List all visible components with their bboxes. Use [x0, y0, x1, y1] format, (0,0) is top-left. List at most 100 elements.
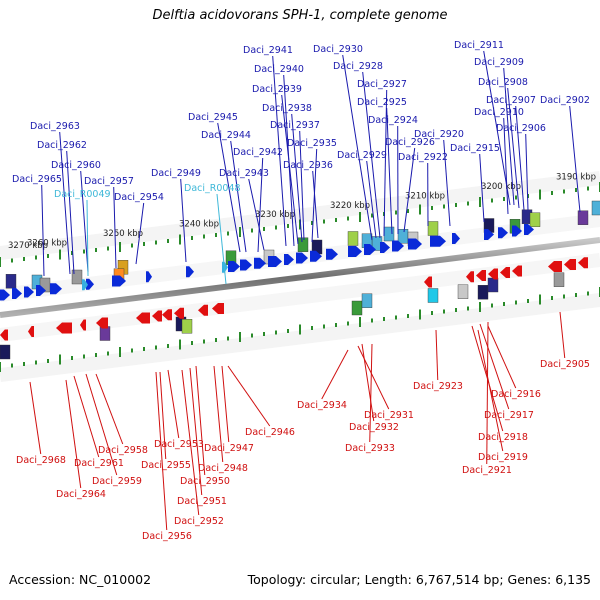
accession-text: Accession: NC_010002: [9, 572, 152, 587]
reverse-gene-label: Daci_2955: [141, 460, 191, 471]
feature-box: [591, 200, 600, 216]
reverse-gene-label: Daci_2932: [349, 422, 399, 433]
forward-gene-arrow: [348, 246, 362, 257]
reverse-label-leader: [167, 369, 180, 439]
reverse-gene-label: Daci_2952: [174, 516, 224, 527]
reverse-gene-label: Daci_2905: [540, 359, 590, 370]
forward-gene-label: Daci_2922: [398, 152, 448, 163]
reverse-gene-arrow: [424, 276, 432, 288]
forward-gene-arrow: [392, 240, 404, 252]
forward-gene-label: Daci_2935: [287, 138, 337, 149]
reverse-label-leader: [479, 323, 510, 410]
reverse-label-leader: [477, 329, 504, 452]
reverse-gene-arrow: [548, 261, 562, 272]
forward-gene-label: Daci_2924: [368, 115, 418, 126]
forward-label-leader: [217, 122, 241, 253]
forward-gene-arrow: [186, 266, 194, 278]
feature-box: [0, 344, 11, 360]
forward-gene-label: Daci_2929: [337, 150, 387, 161]
forward-label-leader: [216, 193, 227, 285]
reverse-label-leader: [486, 321, 489, 465]
reverse-gene-label: Daci_2953: [154, 439, 204, 450]
reverse-label-leader: [73, 375, 100, 458]
reverse-gene-arrow: [136, 312, 150, 324]
forward-gene-label: Daci_2910: [474, 107, 524, 118]
forward-gene-arrow: [452, 233, 460, 244]
reverse-label-leader: [435, 329, 439, 381]
reverse-label-leader: [361, 343, 375, 422]
forward-gene-arrow: [24, 286, 34, 298]
forward-gene-label: Daci_2902: [540, 95, 590, 106]
reverse-label-leader: [221, 365, 230, 443]
track-band: [0, 293, 600, 382]
forward-gene-label: Daci_2906: [496, 123, 546, 134]
reverse-label-leader: [65, 379, 82, 489]
forward-gene-arrow: [326, 248, 338, 260]
reverse-gene-arrow: [152, 310, 162, 322]
forward-gene-label: Daci_2930: [313, 44, 363, 55]
forward-label-leader: [272, 55, 287, 247]
forward-label-leader: [86, 199, 89, 277]
forward-gene-label: Daci_2942: [233, 147, 283, 158]
reverse-label-leader: [29, 381, 42, 455]
forward-label-leader: [366, 160, 377, 239]
feature-box: [577, 210, 589, 225]
feature-box: [427, 221, 439, 236]
reverse-label-leader: [189, 367, 203, 496]
forward-gene-arrow: [86, 278, 94, 290]
reverse-gene-label: Daci_2933: [345, 443, 395, 454]
forward-gene-arrow: [0, 289, 10, 301]
forward-gene-label: Daci_2945: [188, 112, 238, 123]
forward-label-leader: [113, 186, 117, 269]
forward-label-leader: [257, 157, 264, 253]
forward-gene-label: Daci_2960: [51, 160, 101, 171]
feature-box: [427, 288, 439, 303]
reverse-label-leader: [321, 349, 349, 400]
figure-title: Delftia acidovorans SPH-1, complete geno…: [152, 8, 448, 23]
reverse-gene-arrow: [162, 309, 172, 321]
forward-gene-label: Daci_2928: [333, 61, 383, 72]
forward-label-leader: [342, 54, 373, 241]
forward-label-leader: [483, 50, 511, 206]
feature-box: [297, 237, 309, 252]
forward-label-leader: [569, 105, 581, 213]
scale-label: 3270 kbp: [8, 241, 48, 251]
forward-gene-label: Daci_2943: [219, 168, 269, 179]
forward-gene-label: Daci_2941: [243, 45, 293, 56]
feature-box: [529, 212, 541, 227]
forward-label-leader: [362, 71, 381, 239]
forward-gene-label: Daci_2936: [283, 160, 333, 171]
forward-gene-arrow: [310, 250, 322, 262]
feature-box: [487, 277, 499, 293]
scale-label: 3240 kbp: [179, 220, 219, 230]
reverse-gene-label: Daci_2948: [198, 463, 248, 474]
reverse-gene-arrow: [212, 303, 224, 314]
rna-gene-label: Daci_R0049: [54, 189, 111, 200]
forward-gene-arrow: [408, 238, 422, 250]
reverse-gene-arrow: [466, 271, 474, 283]
reverse-label-leader: [159, 371, 167, 460]
forward-gene-label: Daci_2938: [262, 103, 312, 114]
reverse-gene-arrow: [80, 319, 86, 331]
feature-box: [99, 326, 111, 341]
reverse-label-leader: [487, 325, 517, 389]
reverse-gene-label: Daci_2947: [204, 443, 254, 454]
forward-gene-label: Daci_2907: [486, 95, 536, 106]
forward-gene-label: Daci_2954: [114, 192, 164, 203]
forward-label-leader: [503, 117, 509, 215]
forward-gene-label: Daci_2939: [252, 84, 302, 95]
reverse-gene-label: Daci_2918: [478, 432, 528, 443]
reverse-gene-label: Daci_2951: [177, 496, 227, 507]
reverse-gene-label: Daci_2968: [16, 455, 66, 466]
scale-label: 3200 kbp: [481, 182, 521, 192]
forward-gene-arrow: [296, 252, 308, 264]
reverse-gene-label: Daci_2923: [413, 381, 463, 392]
forward-gene-label: Daci_2927: [357, 79, 407, 90]
forward-gene-arrow: [146, 271, 152, 283]
reverse-gene-arrow: [500, 267, 510, 278]
reverse-label-leader: [213, 365, 224, 463]
forward-label-leader: [230, 140, 247, 253]
feature-box: [383, 226, 395, 242]
forward-gene-label: Daci_2926: [385, 137, 435, 148]
